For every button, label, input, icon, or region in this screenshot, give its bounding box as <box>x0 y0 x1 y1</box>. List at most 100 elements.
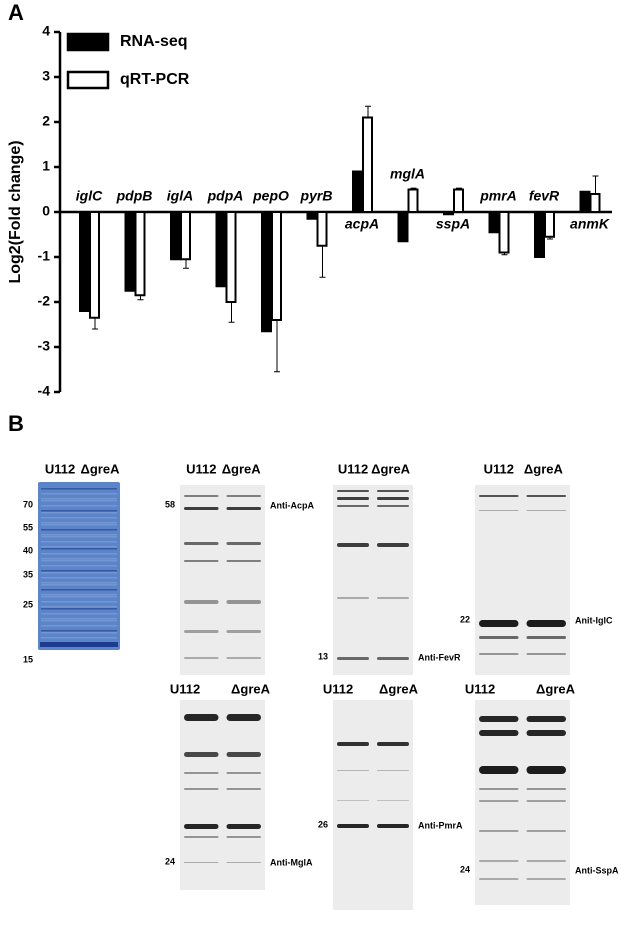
bar <box>134 211 146 297</box>
blot-band <box>226 657 261 659</box>
bar <box>352 170 363 213</box>
gel-band <box>41 529 117 531</box>
gel-band <box>41 548 117 550</box>
blot-band <box>184 560 219 562</box>
blot-band <box>337 497 369 500</box>
gel-band <box>41 493 117 495</box>
blot-band <box>526 830 566 832</box>
lane-header: U112 <box>323 681 353 696</box>
gel-band <box>41 613 117 615</box>
blot-band <box>479 860 519 862</box>
category-label: pmrA <box>479 188 517 204</box>
gel-band <box>41 594 117 596</box>
lane-header: U112 <box>465 681 495 696</box>
blot-band <box>377 597 409 599</box>
blot-band <box>377 770 409 771</box>
blot-band <box>479 788 519 790</box>
lane-header: U112 <box>338 461 368 476</box>
lane-header: U112 <box>484 461 514 476</box>
western-blot <box>180 485 265 675</box>
lane-header: ΔgreA <box>371 461 411 476</box>
category-label: iglA <box>167 188 193 204</box>
antibody-label: Anti-FevR <box>418 652 461 662</box>
bar <box>488 211 500 234</box>
category-label: pepO <box>252 188 289 204</box>
blot-band <box>479 716 519 722</box>
blot-band <box>337 824 369 828</box>
blot-band <box>526 788 566 790</box>
western-blot <box>333 700 413 910</box>
gel-band <box>41 596 117 598</box>
blot-band <box>184 495 219 497</box>
lane-header: ΔgreA <box>81 461 121 476</box>
blot-band <box>526 800 566 802</box>
bar <box>225 211 237 303</box>
ladder-marker: 55 <box>23 522 33 532</box>
antibody-label: Anit-IglC <box>575 615 613 625</box>
blot-band <box>526 860 566 862</box>
gel-band <box>41 572 117 574</box>
blot-band <box>184 600 219 604</box>
blot-band <box>526 620 566 627</box>
gel-band <box>41 505 117 507</box>
blot-band <box>184 507 219 510</box>
bar <box>544 211 555 238</box>
bar <box>589 193 601 213</box>
western-blot <box>333 485 413 675</box>
blot-band <box>226 630 261 633</box>
y-tick-label: 4 <box>42 23 50 39</box>
blot-band <box>377 505 409 507</box>
category-label: acpA <box>345 216 379 232</box>
category-label: pdpA <box>207 188 244 204</box>
blot-band <box>377 742 409 746</box>
y-tick-label: -3 <box>38 338 51 354</box>
blot-band <box>377 543 409 547</box>
bar <box>124 211 136 292</box>
gel-band <box>41 632 117 634</box>
blot-band <box>184 657 219 659</box>
gel-band <box>41 601 117 603</box>
gel-band <box>41 553 117 555</box>
blot-band <box>479 800 519 802</box>
blot-band <box>479 620 519 627</box>
gel-band <box>41 582 117 584</box>
category-label: sspA <box>436 216 470 232</box>
gel-band <box>41 608 117 610</box>
gel-band <box>41 606 117 608</box>
bar <box>271 211 282 321</box>
lane-header: U112 <box>186 461 216 476</box>
antibody-label: Anti-SspA <box>575 865 619 875</box>
blot-band <box>184 836 219 838</box>
gel-band <box>41 558 117 560</box>
blot-band <box>226 600 261 604</box>
bar <box>180 211 191 261</box>
bar <box>534 211 545 258</box>
blot-band <box>479 830 519 832</box>
blot-band <box>479 766 519 774</box>
bar <box>362 116 373 213</box>
blot-band <box>337 490 369 492</box>
gel-band <box>41 589 117 591</box>
bar <box>443 211 454 216</box>
size-marker: 26 <box>318 819 328 829</box>
y-tick-label: 2 <box>42 113 50 129</box>
blot-band <box>479 510 519 511</box>
blot-band <box>226 507 261 510</box>
lane-header: ΔgreA <box>524 461 564 476</box>
gel-band <box>41 577 117 579</box>
blot-band <box>184 542 219 545</box>
blot-band <box>226 560 261 562</box>
bar <box>306 211 318 220</box>
lane-header: ΔgreA <box>536 681 576 696</box>
blot-band <box>337 543 369 547</box>
bar <box>453 188 464 213</box>
blot-band <box>479 653 519 655</box>
gel-band <box>41 584 117 586</box>
lane-header: ΔgreA <box>379 681 419 696</box>
ladder-marker: 25 <box>23 599 33 609</box>
y-tick-label: 3 <box>42 68 50 84</box>
blot-band <box>479 878 519 880</box>
gel-band <box>41 517 117 519</box>
bar <box>498 211 510 254</box>
